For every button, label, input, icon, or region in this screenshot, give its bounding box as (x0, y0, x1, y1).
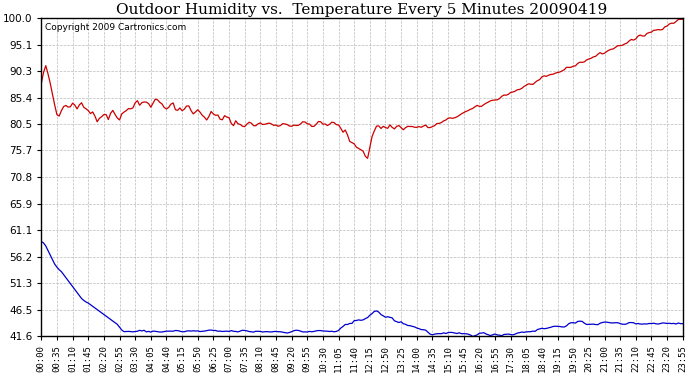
Title: Outdoor Humidity vs.  Temperature Every 5 Minutes 20090419: Outdoor Humidity vs. Temperature Every 5… (117, 3, 608, 17)
Text: Copyright 2009 Cartronics.com: Copyright 2009 Cartronics.com (45, 23, 186, 32)
